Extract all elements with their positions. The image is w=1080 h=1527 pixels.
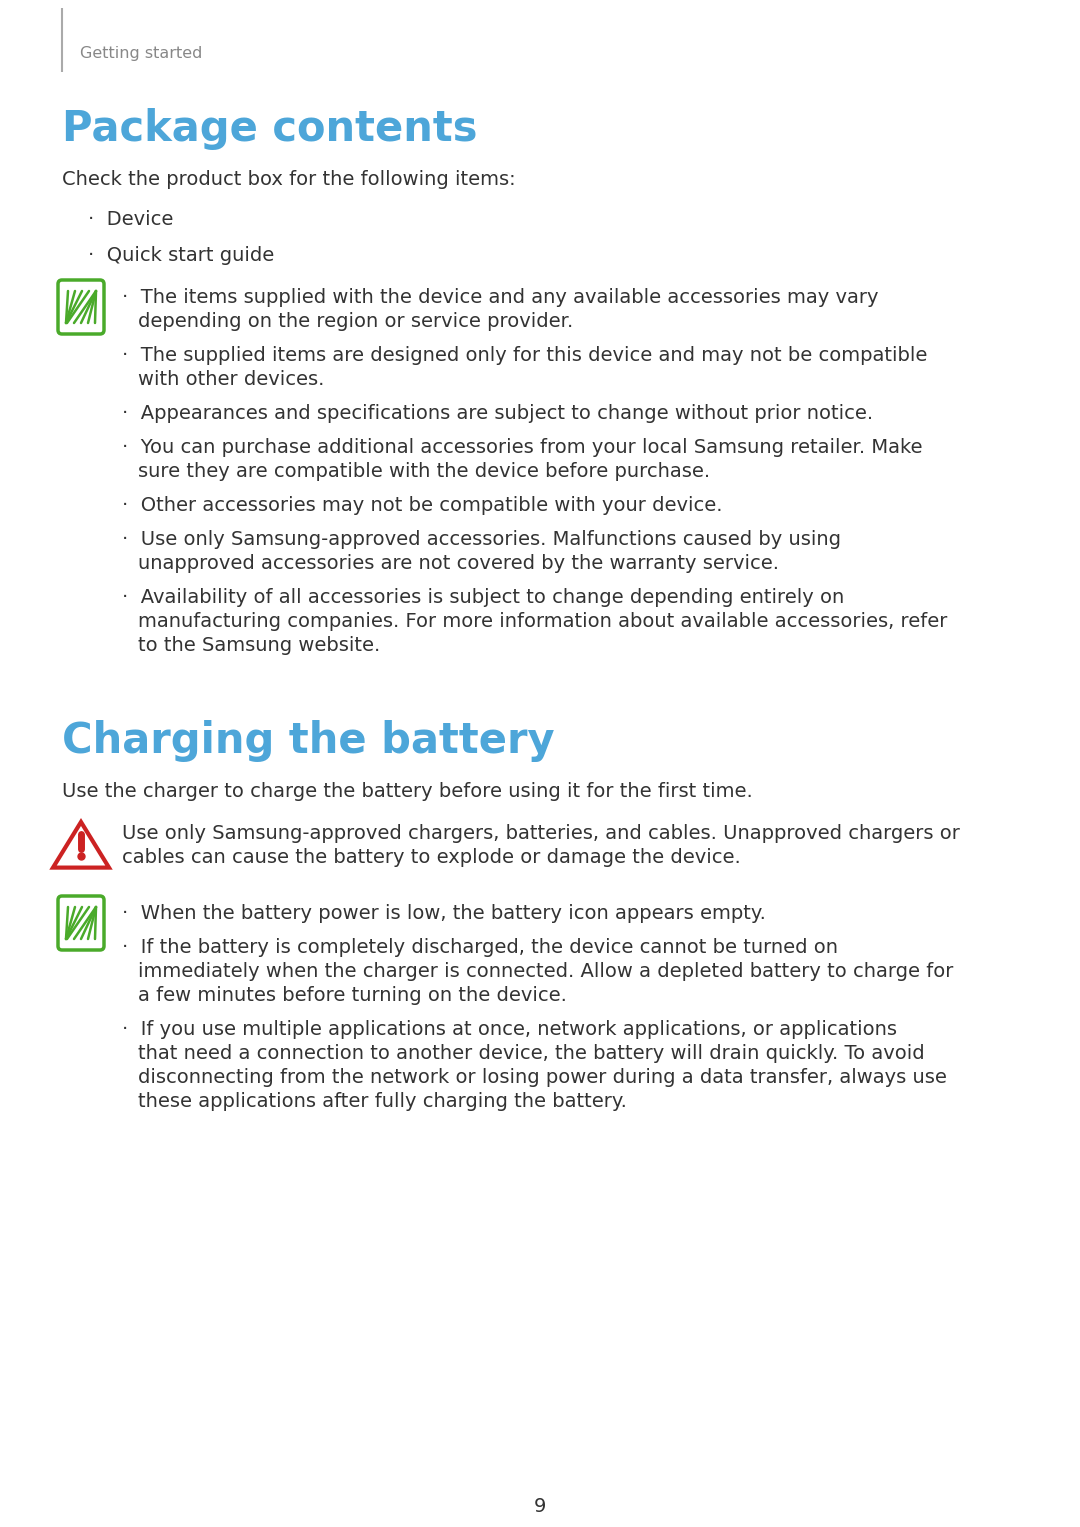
Polygon shape [53, 822, 109, 867]
Text: Package contents: Package contents [62, 108, 477, 150]
Text: ·  If you use multiple applications at once, network applications, or applicatio: · If you use multiple applications at on… [122, 1020, 897, 1038]
Text: Getting started: Getting started [80, 46, 202, 61]
Text: disconnecting from the network or losing power during a data transfer, always us: disconnecting from the network or losing… [138, 1067, 947, 1087]
Text: cables can cause the battery to explode or damage the device.: cables can cause the battery to explode … [122, 847, 741, 867]
Text: ·  Appearances and specifications are subject to change without prior notice.: · Appearances and specifications are sub… [122, 405, 873, 423]
Text: ·  Quick start guide: · Quick start guide [87, 246, 274, 266]
Text: depending on the region or service provider.: depending on the region or service provi… [138, 312, 573, 331]
Text: with other devices.: with other devices. [138, 370, 324, 389]
Text: ·  Use only Samsung-approved accessories. Malfunctions caused by using: · Use only Samsung-approved accessories.… [122, 530, 841, 550]
Text: a few minutes before turning on the device.: a few minutes before turning on the devi… [138, 986, 567, 1005]
Text: these applications after fully charging the battery.: these applications after fully charging … [138, 1092, 626, 1112]
FancyBboxPatch shape [58, 279, 104, 334]
Text: to the Samsung website.: to the Samsung website. [138, 637, 380, 655]
Text: ·  If the battery is completely discharged, the device cannot be turned on: · If the battery is completely discharge… [122, 938, 838, 957]
Text: ·  Other accessories may not be compatible with your device.: · Other accessories may not be compatibl… [122, 496, 723, 515]
Text: Charging the battery: Charging the battery [62, 721, 555, 762]
Text: unapproved accessories are not covered by the warranty service.: unapproved accessories are not covered b… [138, 554, 779, 573]
Text: immediately when the charger is connected. Allow a depleted battery to charge fo: immediately when the charger is connecte… [138, 962, 954, 980]
Text: Use only Samsung-approved chargers, batteries, and cables. Unapproved chargers o: Use only Samsung-approved chargers, batt… [122, 825, 960, 843]
Text: manufacturing companies. For more information about available accessories, refer: manufacturing companies. For more inform… [138, 612, 947, 631]
Text: Check the product box for the following items:: Check the product box for the following … [62, 169, 515, 189]
Text: ·  Device: · Device [87, 211, 174, 229]
FancyBboxPatch shape [58, 896, 104, 950]
Text: that need a connection to another device, the battery will drain quickly. To avo: that need a connection to another device… [138, 1044, 924, 1063]
Text: ·  The items supplied with the device and any available accessories may vary: · The items supplied with the device and… [122, 289, 878, 307]
Text: ·  You can purchase additional accessories from your local Samsung retailer. Mak: · You can purchase additional accessorie… [122, 438, 922, 457]
Text: ·  The supplied items are designed only for this device and may not be compatibl: · The supplied items are designed only f… [122, 347, 928, 365]
Text: ·  When the battery power is low, the battery icon appears empty.: · When the battery power is low, the bat… [122, 904, 766, 922]
Text: Use the charger to charge the battery before using it for the first time.: Use the charger to charge the battery be… [62, 782, 753, 802]
Text: sure they are compatible with the device before purchase.: sure they are compatible with the device… [138, 463, 711, 481]
Text: 9: 9 [534, 1496, 546, 1516]
Text: ·  Availability of all accessories is subject to change depending entirely on: · Availability of all accessories is sub… [122, 588, 845, 608]
